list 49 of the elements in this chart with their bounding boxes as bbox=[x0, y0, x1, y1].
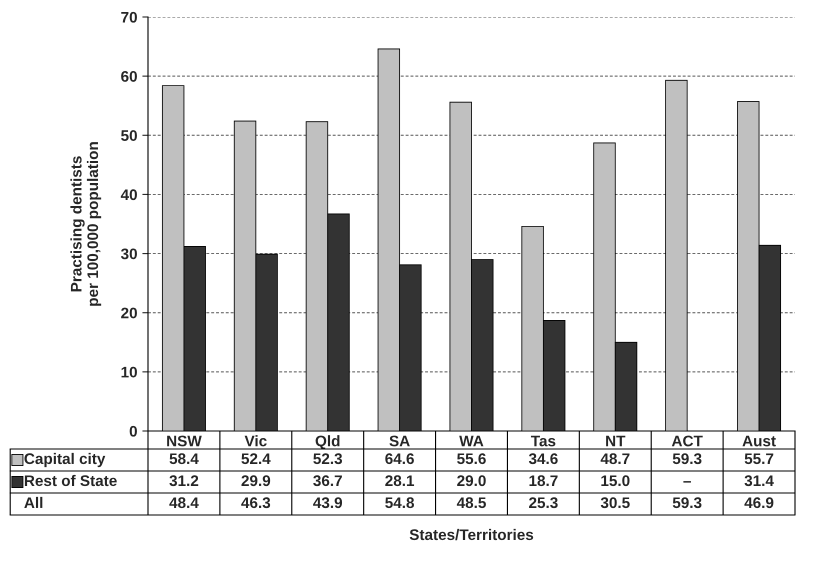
text: 54.8 bbox=[385, 497, 414, 508]
y-tick-label: 0 bbox=[130, 426, 137, 437]
y-tick-label: 10 bbox=[122, 366, 137, 378]
x-tick-label: NT bbox=[606, 436, 626, 446]
y-tick-label: 20 bbox=[121, 308, 137, 318]
y-tick-label: 70 bbox=[121, 12, 137, 23]
text: 48.4 bbox=[169, 497, 199, 508]
text: 46.3 bbox=[241, 497, 270, 508]
data-label: 31.4 bbox=[744, 475, 774, 486]
y-tick-label: 60 bbox=[121, 71, 137, 82]
data-label: 29.0 bbox=[457, 475, 486, 486]
text: – bbox=[683, 481, 691, 483]
data-label: 58.4 bbox=[170, 453, 199, 464]
text: 43.9 bbox=[313, 497, 342, 508]
x-tick-label: Qld bbox=[316, 435, 340, 450]
x-tick-label: Aust bbox=[742, 436, 776, 446]
x-tick-label: WA bbox=[459, 436, 484, 446]
y-tick-label: 30 bbox=[120, 248, 137, 260]
data-label: 55.6 bbox=[457, 453, 486, 464]
legend-label: Capital city bbox=[24, 452, 106, 468]
data-label: 36.7 bbox=[313, 475, 342, 486]
data-label: 48.7 bbox=[600, 453, 630, 464]
data-label: 31.2 bbox=[169, 475, 198, 486]
text: States/Territories bbox=[410, 528, 534, 540]
text: 59.3 bbox=[672, 497, 702, 508]
x-tick-label: Vic bbox=[244, 435, 267, 446]
data-label: 34.6 bbox=[528, 453, 558, 464]
data-label: 59.3 bbox=[672, 453, 702, 464]
y-tick-label: 50 bbox=[121, 130, 137, 141]
data-label: 29.9 bbox=[241, 475, 270, 486]
text: 25.3 bbox=[529, 497, 558, 508]
text: 46.9 bbox=[744, 497, 774, 508]
data-label: 55.7 bbox=[744, 453, 774, 464]
x-tick-label: NSW bbox=[167, 436, 202, 446]
text: 48.5 bbox=[456, 497, 486, 508]
text: 30.5 bbox=[600, 497, 630, 508]
text: All bbox=[24, 496, 42, 508]
x-tick-label: ACT bbox=[672, 436, 703, 446]
x-tick-label: Tas bbox=[530, 436, 556, 446]
data-label: 18.7 bbox=[529, 475, 558, 486]
x-tick-label: SA bbox=[389, 436, 410, 446]
data-label: 28.1 bbox=[385, 475, 414, 486]
y-tick-label: 40 bbox=[120, 189, 137, 200]
data-label: 15.0 bbox=[601, 475, 630, 486]
y-axis-title: Practising dentists per 100,000 population bbox=[70, 142, 102, 306]
data-label: 64.6 bbox=[385, 453, 414, 464]
data-label: 52.4 bbox=[241, 453, 271, 464]
data-label: 52.3 bbox=[313, 453, 342, 464]
legend-label: Rest of State bbox=[24, 474, 117, 486]
